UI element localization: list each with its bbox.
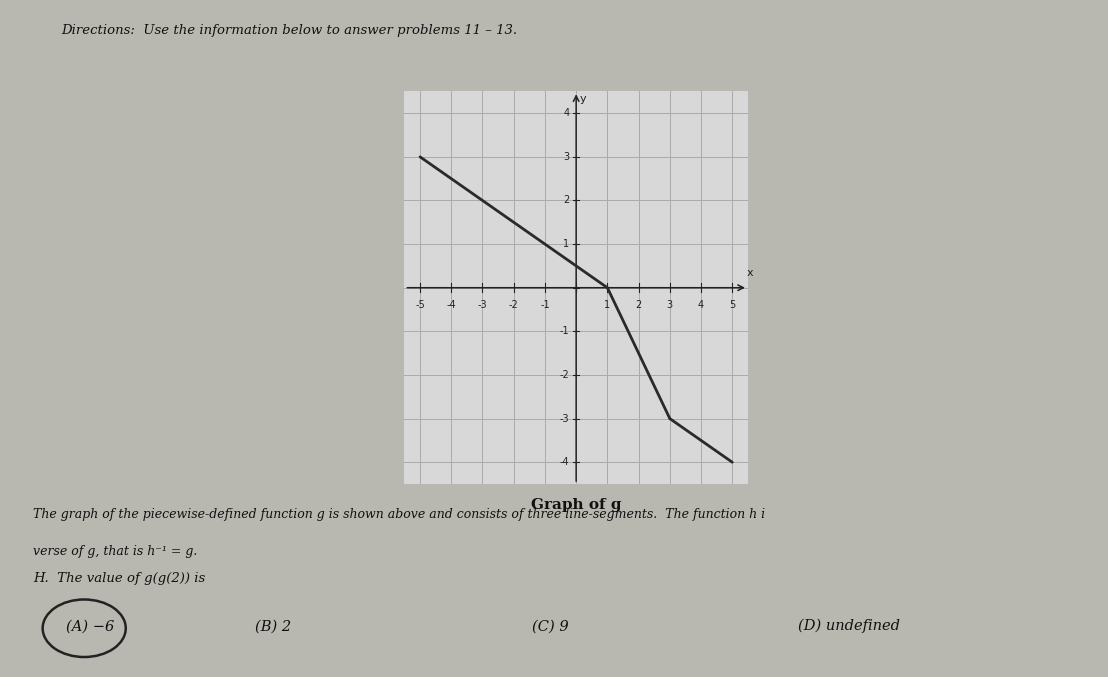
Text: 3: 3 — [667, 300, 673, 310]
Text: (C) 9: (C) 9 — [532, 619, 568, 633]
Text: x: x — [747, 268, 753, 278]
Text: The graph of the piecewise-defined function g is shown above and consists of thr: The graph of the piecewise-defined funct… — [33, 508, 766, 521]
Text: -2: -2 — [560, 370, 570, 380]
Text: 1: 1 — [604, 300, 611, 310]
Text: -1: -1 — [540, 300, 550, 310]
Text: -4: -4 — [560, 457, 570, 467]
Text: (B) 2: (B) 2 — [255, 619, 291, 633]
Text: Graph of g: Graph of g — [531, 498, 622, 512]
Text: -4: -4 — [447, 300, 456, 310]
Text: 3: 3 — [563, 152, 570, 162]
Text: -3: -3 — [478, 300, 488, 310]
Text: -5: -5 — [416, 300, 424, 310]
Text: y: y — [579, 93, 586, 104]
Text: (A) −6: (A) −6 — [66, 619, 115, 633]
Text: verse of g, that is h⁻¹ = g.: verse of g, that is h⁻¹ = g. — [33, 545, 197, 558]
Text: -1: -1 — [560, 326, 570, 336]
Text: 4: 4 — [698, 300, 704, 310]
Text: H.  The value of g(g(2)) is: H. The value of g(g(2)) is — [33, 572, 205, 585]
Text: -2: -2 — [509, 300, 519, 310]
Text: 4: 4 — [563, 108, 570, 118]
Text: 2: 2 — [636, 300, 642, 310]
Text: 2: 2 — [563, 196, 570, 205]
Text: Directions:  Use the information below to answer problems 11 – 13.: Directions: Use the information below to… — [61, 24, 517, 37]
Text: -3: -3 — [560, 414, 570, 424]
Text: 1: 1 — [563, 239, 570, 249]
Text: (D) undefined: (D) undefined — [798, 619, 900, 634]
Text: 5: 5 — [729, 300, 736, 310]
